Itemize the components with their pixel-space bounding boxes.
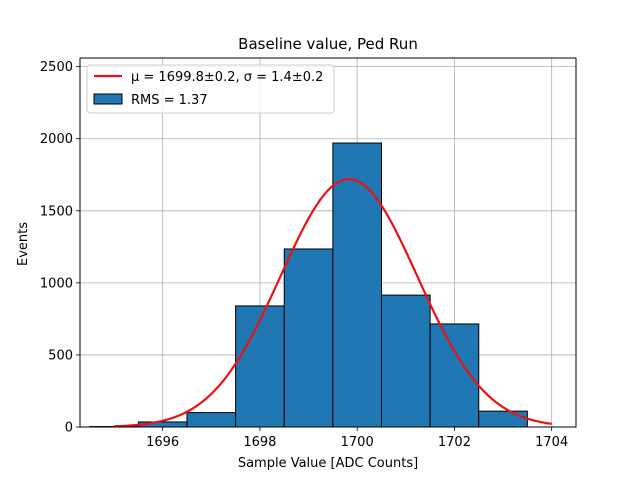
axes-frame [79, 57, 577, 428]
histogram-bar [186, 412, 237, 428]
y-tick-label: 1500 [40, 204, 73, 219]
x-axis-ticks: 1696 1698 1700 1702 1704 [146, 427, 568, 450]
y-tick-label: 500 [48, 348, 73, 363]
histogram-bars [89, 142, 528, 428]
x-tick-label: 1698 [243, 435, 276, 450]
y-tick-label: 0 [65, 421, 73, 436]
x-axis-label: Sample Value [ADC Counts] [238, 456, 418, 471]
legend-fit-label: μ = 1699.8±0.2, σ = 1.4±0.2 [131, 70, 323, 85]
x-tick-label: 1702 [438, 435, 471, 450]
x-tick-label: 1700 [341, 435, 374, 450]
y-tick-label: 2500 [40, 60, 73, 75]
histogram-bar [332, 142, 382, 428]
y-axis-ticks: 0 500 1000 1500 2000 2500 [40, 60, 80, 436]
legend-box [86, 64, 335, 114]
y-tick-label: 2000 [40, 132, 73, 147]
gaussian-fit-curve [113, 177, 552, 428]
x-tick-label: 1696 [146, 435, 179, 450]
y-axis-label: Events [16, 222, 31, 266]
y-tick-label: 1000 [40, 276, 73, 291]
legend: μ = 1699.8±0.2, σ = 1.4±0.2 RMS = 1.37 [86, 64, 335, 114]
x-tick-label: 1704 [535, 435, 568, 450]
chart-title: Baseline value, Ped Run [238, 35, 418, 53]
legend-histogram-label: RMS = 1.37 [131, 93, 208, 108]
legend-histogram-swatch [93, 93, 123, 105]
histogram-bar [380, 294, 431, 428]
histogram-bar [235, 305, 285, 428]
histogram-bar [478, 410, 528, 428]
histogram-bar [283, 248, 334, 428]
